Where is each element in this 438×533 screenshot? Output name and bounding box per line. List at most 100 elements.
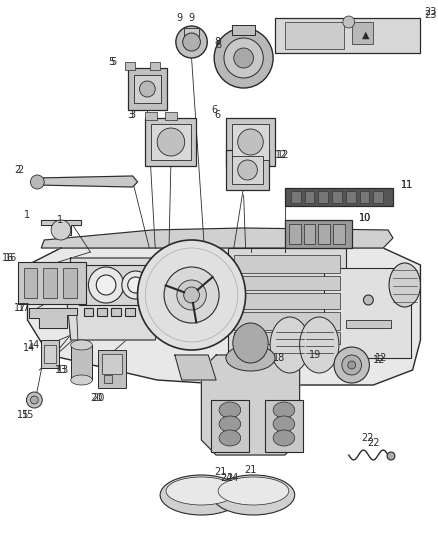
Bar <box>234 293 340 309</box>
Bar <box>104 375 112 383</box>
Circle shape <box>364 295 373 305</box>
Bar <box>125 308 134 316</box>
Text: 10: 10 <box>359 213 371 223</box>
Circle shape <box>238 129 263 155</box>
Ellipse shape <box>219 416 240 432</box>
Bar <box>165 112 177 120</box>
Text: 22: 22 <box>367 438 380 448</box>
Bar <box>360 191 369 203</box>
Ellipse shape <box>300 317 339 373</box>
Circle shape <box>164 267 219 323</box>
Circle shape <box>224 38 263 78</box>
Polygon shape <box>28 248 420 385</box>
Text: 24: 24 <box>226 473 238 483</box>
Circle shape <box>238 160 258 180</box>
Circle shape <box>334 347 369 383</box>
Ellipse shape <box>270 317 309 373</box>
Text: 23: 23 <box>424 7 437 17</box>
Ellipse shape <box>273 402 295 418</box>
Bar <box>333 224 345 244</box>
Ellipse shape <box>212 475 295 515</box>
Polygon shape <box>41 220 81 235</box>
Text: 9: 9 <box>188 13 194 23</box>
Bar <box>234 332 340 344</box>
Text: 19: 19 <box>309 350 321 360</box>
Bar <box>285 22 344 49</box>
Ellipse shape <box>71 340 92 350</box>
Text: 17: 17 <box>14 303 26 313</box>
Text: 8: 8 <box>215 40 221 50</box>
Bar <box>228 248 346 358</box>
Text: 12: 12 <box>373 355 386 365</box>
Bar <box>226 118 275 166</box>
Ellipse shape <box>160 475 243 515</box>
Bar <box>232 156 263 184</box>
Bar <box>41 340 59 368</box>
Text: 8: 8 <box>214 37 220 47</box>
Bar <box>265 400 303 452</box>
Text: 13: 13 <box>55 365 67 375</box>
Bar <box>78 265 147 305</box>
Text: 13: 13 <box>57 365 69 375</box>
Circle shape <box>387 452 395 460</box>
Ellipse shape <box>219 430 240 446</box>
Bar <box>98 350 126 388</box>
Text: 12: 12 <box>375 353 388 363</box>
Text: 6: 6 <box>214 110 220 120</box>
Text: 11: 11 <box>401 180 413 190</box>
Text: 22: 22 <box>361 433 374 443</box>
Text: 1: 1 <box>57 215 63 225</box>
Text: 11: 11 <box>401 180 413 190</box>
Text: 15: 15 <box>21 410 34 420</box>
Circle shape <box>31 396 38 404</box>
Polygon shape <box>37 176 138 187</box>
Bar <box>84 308 93 316</box>
Bar <box>234 312 340 330</box>
Text: ▲: ▲ <box>362 30 369 40</box>
Circle shape <box>122 271 149 299</box>
Circle shape <box>88 267 124 303</box>
Bar <box>102 354 122 374</box>
Bar <box>150 62 160 70</box>
Bar <box>71 345 92 380</box>
Circle shape <box>214 28 273 88</box>
Bar <box>128 68 167 110</box>
Text: 3: 3 <box>128 110 134 120</box>
Polygon shape <box>67 258 159 340</box>
Ellipse shape <box>233 323 268 363</box>
Text: 20: 20 <box>92 393 104 403</box>
Text: 20: 20 <box>90 393 103 403</box>
Text: 12: 12 <box>275 150 287 160</box>
Circle shape <box>183 33 201 51</box>
Bar <box>318 224 330 244</box>
Ellipse shape <box>389 263 420 307</box>
Polygon shape <box>29 308 77 328</box>
Bar <box>346 320 391 328</box>
Bar <box>151 124 191 160</box>
Bar <box>43 268 57 298</box>
Circle shape <box>348 361 356 369</box>
Circle shape <box>139 81 155 97</box>
Text: 15: 15 <box>18 410 30 420</box>
Bar <box>134 75 161 103</box>
Bar <box>318 191 328 203</box>
Circle shape <box>138 240 246 350</box>
Polygon shape <box>201 355 300 455</box>
Text: 21: 21 <box>214 467 226 477</box>
Bar <box>18 262 86 304</box>
Bar <box>125 62 134 70</box>
Circle shape <box>128 277 143 293</box>
Text: 12: 12 <box>277 150 290 160</box>
Ellipse shape <box>273 416 295 432</box>
Text: 16: 16 <box>5 253 17 263</box>
Text: 16: 16 <box>2 253 14 263</box>
Ellipse shape <box>219 402 240 418</box>
Text: 2: 2 <box>18 165 24 175</box>
Bar <box>291 191 300 203</box>
Bar <box>285 188 393 206</box>
Text: 9: 9 <box>177 13 183 23</box>
Bar <box>211 400 248 452</box>
Polygon shape <box>41 228 393 248</box>
Bar <box>289 224 300 244</box>
Bar <box>234 255 340 273</box>
